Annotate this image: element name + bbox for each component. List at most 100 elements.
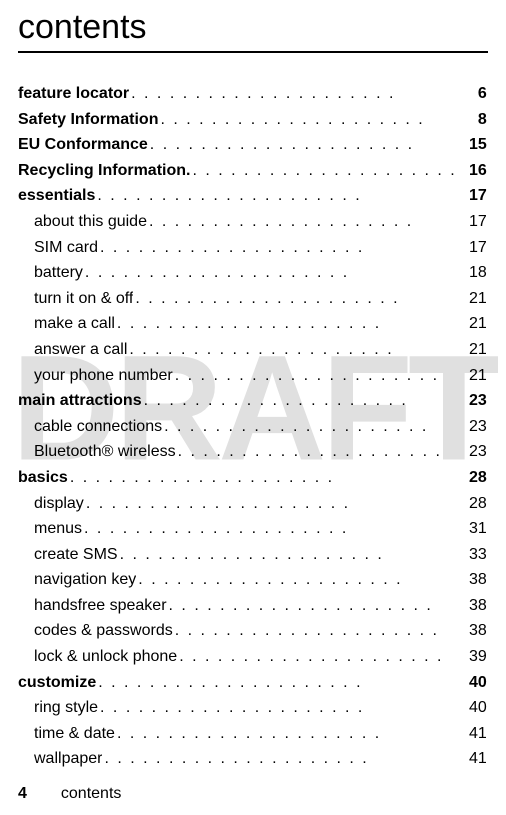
toc-dots: . . . . . . . . . . . . . . . . . . . . … [68, 465, 459, 491]
toc-sub-row: codes & passwords. . . . . . . . . . . .… [18, 618, 487, 644]
toc-page-number: 23 [459, 439, 487, 465]
toc-page-number: 21 [459, 363, 487, 389]
toc-label: battery [34, 260, 83, 286]
toc-dots: . . . . . . . . . . . . . . . . . . . . … [136, 567, 458, 593]
toc-dots: . . . . . . . . . . . . . . . . . . . . … [190, 158, 458, 184]
toc-sub-row: display. . . . . . . . . . . . . . . . .… [18, 491, 487, 517]
toc-sub-row: battery. . . . . . . . . . . . . . . . .… [18, 260, 487, 286]
toc-dots: . . . . . . . . . . . . . . . . . . . . … [142, 388, 459, 414]
toc-dots: . . . . . . . . . . . . . . . . . . . . … [147, 209, 459, 235]
toc-sub-row: create SMS. . . . . . . . . . . . . . . … [18, 542, 487, 568]
toc-sub-row: make a call. . . . . . . . . . . . . . .… [18, 311, 487, 337]
toc-dots: . . . . . . . . . . . . . . . . . . . . … [96, 670, 458, 696]
toc-page-number: 23 [459, 388, 487, 414]
toc-label: menus [34, 516, 82, 542]
toc-label: create SMS [34, 542, 118, 568]
toc-page-number: 16 [459, 158, 487, 184]
toc-section-row: essentials. . . . . . . . . . . . . . . … [18, 183, 487, 209]
toc-dots: . . . . . . . . . . . . . . . . . . . . … [162, 414, 459, 440]
toc-label: handsfree speaker [34, 593, 167, 619]
toc-label: cable connections [34, 414, 162, 440]
toc-dots: . . . . . . . . . . . . . . . . . . . . … [98, 235, 459, 261]
toc-dots: . . . . . . . . . . . . . . . . . . . . … [129, 81, 459, 107]
toc-page-number: 38 [459, 618, 487, 644]
page-footer: 4contents [18, 785, 121, 803]
toc-sub-row: wallpaper. . . . . . . . . . . . . . . .… [18, 746, 487, 772]
toc-label: navigation key [34, 567, 136, 593]
toc-dots: . . . . . . . . . . . . . . . . . . . . … [176, 439, 459, 465]
toc-section-row: customize. . . . . . . . . . . . . . . .… [18, 670, 487, 696]
toc-label: ring style [34, 695, 98, 721]
toc-section-row: basics. . . . . . . . . . . . . . . . . … [18, 465, 487, 491]
toc-dots: . . . . . . . . . . . . . . . . . . . . … [158, 107, 458, 133]
toc-dots: . . . . . . . . . . . . . . . . . . . . … [167, 593, 459, 619]
footer-label: contents [61, 785, 121, 802]
toc-label: about this guide [34, 209, 147, 235]
toc-sub-row: Bluetooth® wireless. . . . . . . . . . .… [18, 439, 487, 465]
toc-sub-row: turn it on & off. . . . . . . . . . . . … [18, 286, 487, 312]
toc-label: answer a call [34, 337, 127, 363]
page-container: contents feature locator. . . . . . . . … [0, 0, 506, 815]
toc-page-number: 28 [459, 491, 487, 517]
toc-label: display [34, 491, 84, 517]
toc-dots: . . . . . . . . . . . . . . . . . . . . … [173, 618, 459, 644]
toc-page-number: 15 [459, 132, 487, 158]
toc-page-number: 33 [459, 542, 487, 568]
toc-page-number: 39 [459, 644, 487, 670]
toc-dots: . . . . . . . . . . . . . . . . . . . . … [118, 542, 459, 568]
toc-sub-row: lock & unlock phone. . . . . . . . . . .… [18, 644, 487, 670]
toc-label: SIM card [34, 235, 98, 261]
toc-label: EU Conformance [18, 132, 148, 158]
toc-sub-row: about this guide. . . . . . . . . . . . … [18, 209, 487, 235]
toc-page-number: 21 [459, 286, 487, 312]
toc-label: turn it on & off [34, 286, 133, 312]
toc-label: customize [18, 670, 96, 696]
toc-dots: . . . . . . . . . . . . . . . . . . . . … [115, 311, 459, 337]
toc-sub-row: menus. . . . . . . . . . . . . . . . . .… [18, 516, 487, 542]
toc-page-number: 38 [459, 593, 487, 619]
toc-label: lock & unlock phone [34, 644, 177, 670]
toc-page-number: 40 [459, 695, 487, 721]
toc-page-number: 38 [459, 567, 487, 593]
toc-label: your phone number [34, 363, 173, 389]
toc-dots: . . . . . . . . . . . . . . . . . . . . … [177, 644, 459, 670]
toc-label: basics [18, 465, 68, 491]
toc-sub-row: handsfree speaker. . . . . . . . . . . .… [18, 593, 487, 619]
toc-label: Bluetooth® wireless [34, 439, 176, 465]
toc-page-number: 28 [459, 465, 487, 491]
toc-label: codes & passwords [34, 618, 173, 644]
toc-section-row: Recycling Information.. . . . . . . . . … [18, 158, 487, 184]
toc-label: wallpaper [34, 746, 102, 772]
toc-sub-row: answer a call. . . . . . . . . . . . . .… [18, 337, 487, 363]
toc-sub-row: SIM card. . . . . . . . . . . . . . . . … [18, 235, 487, 261]
toc-page-number: 41 [459, 721, 487, 747]
toc-dots: . . . . . . . . . . . . . . . . . . . . … [173, 363, 459, 389]
toc-dots: . . . . . . . . . . . . . . . . . . . . … [133, 286, 458, 312]
toc-page-number: 21 [459, 311, 487, 337]
toc-label: time & date [34, 721, 115, 747]
toc-page-number: 31 [459, 516, 487, 542]
toc-page-number: 17 [459, 235, 487, 261]
toc-sub-row: navigation key. . . . . . . . . . . . . … [18, 567, 487, 593]
toc-left-column: feature locator. . . . . . . . . . . . .… [18, 81, 487, 772]
toc-columns: feature locator. . . . . . . . . . . . .… [18, 81, 488, 772]
toc-sub-row: ring style. . . . . . . . . . . . . . . … [18, 695, 487, 721]
toc-page-number: 40 [459, 670, 487, 696]
toc-dots: . . . . . . . . . . . . . . . . . . . . … [115, 721, 459, 747]
toc-dots: . . . . . . . . . . . . . . . . . . . . … [84, 491, 459, 517]
toc-dots: . . . . . . . . . . . . . . . . . . . . … [148, 132, 459, 158]
toc-dots: . . . . . . . . . . . . . . . . . . . . … [95, 183, 458, 209]
toc-dots: . . . . . . . . . . . . . . . . . . . . … [102, 746, 458, 772]
toc-section-row: EU Conformance. . . . . . . . . . . . . … [18, 132, 487, 158]
toc-label: Recycling Information. [18, 158, 190, 184]
toc-section-row: Safety Information. . . . . . . . . . . … [18, 107, 487, 133]
toc-label: feature locator [18, 81, 129, 107]
toc-sub-row: time & date. . . . . . . . . . . . . . .… [18, 721, 487, 747]
toc-page-number: 17 [459, 209, 487, 235]
toc-page-number: 8 [459, 107, 487, 133]
toc-dots: . . . . . . . . . . . . . . . . . . . . … [127, 337, 458, 363]
toc-page-number: 41 [459, 746, 487, 772]
toc-page-number: 21 [459, 337, 487, 363]
toc-sub-row: your phone number. . . . . . . . . . . .… [18, 363, 487, 389]
toc-section-row: feature locator. . . . . . . . . . . . .… [18, 81, 487, 107]
